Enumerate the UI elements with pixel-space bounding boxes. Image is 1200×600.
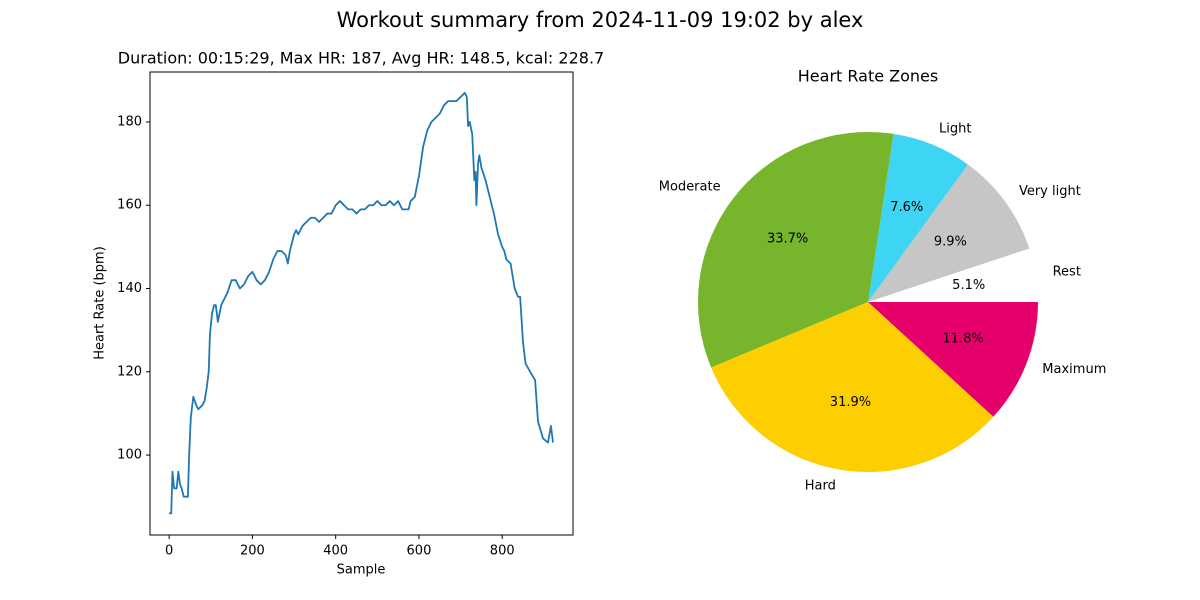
- pie-slice: [868, 248, 1038, 302]
- pie-slice: [698, 132, 894, 368]
- slice-value-label: 11.8%: [942, 331, 983, 346]
- line-title: Duration: 00:15:29, Max HR: 187, Avg HR:…: [118, 49, 604, 68]
- slice-value-label: 5.1%: [952, 278, 985, 293]
- slice-label: Rest: [1053, 265, 1081, 280]
- y-tick-label: 100: [117, 448, 142, 463]
- x-tick-label: 400: [323, 544, 348, 559]
- heart-rate-line: [169, 91, 554, 515]
- pie-slice: [868, 302, 1038, 417]
- pie-slice: [868, 164, 1030, 302]
- slice-label: Very light: [1019, 184, 1081, 199]
- x-tick-label: 600: [407, 544, 432, 559]
- figure-title: Workout summary from 2024-11-09 19:02 by…: [337, 8, 864, 32]
- x-axis-label: Sample: [337, 563, 386, 578]
- y-tick-label: 180: [117, 114, 142, 129]
- y-tick-label: 140: [117, 281, 142, 296]
- slice-value-label: 33.7%: [767, 232, 808, 247]
- y-axis-label: Heart Rate (bpm): [93, 246, 108, 360]
- slice-value-label: 9.9%: [934, 234, 967, 249]
- slice-label: Hard: [805, 479, 836, 494]
- slice-label: Light: [939, 122, 971, 137]
- y-tick-label: 160: [117, 198, 142, 213]
- x-tick-label: 800: [490, 544, 515, 559]
- slice-label: Moderate: [659, 179, 721, 194]
- slice-label: Maximum: [1042, 362, 1106, 377]
- slice-value-label: 31.9%: [830, 395, 871, 410]
- x-tick-label: 200: [240, 544, 265, 559]
- pie-slice: [868, 133, 968, 302]
- pie-slice: [711, 302, 994, 472]
- axes-frame: [149, 71, 574, 536]
- x-tick-label: 0: [165, 544, 173, 559]
- y-tick-label: 120: [117, 364, 142, 379]
- pie-title: Heart Rate Zones: [798, 67, 938, 86]
- slice-value-label: 7.6%: [890, 200, 923, 215]
